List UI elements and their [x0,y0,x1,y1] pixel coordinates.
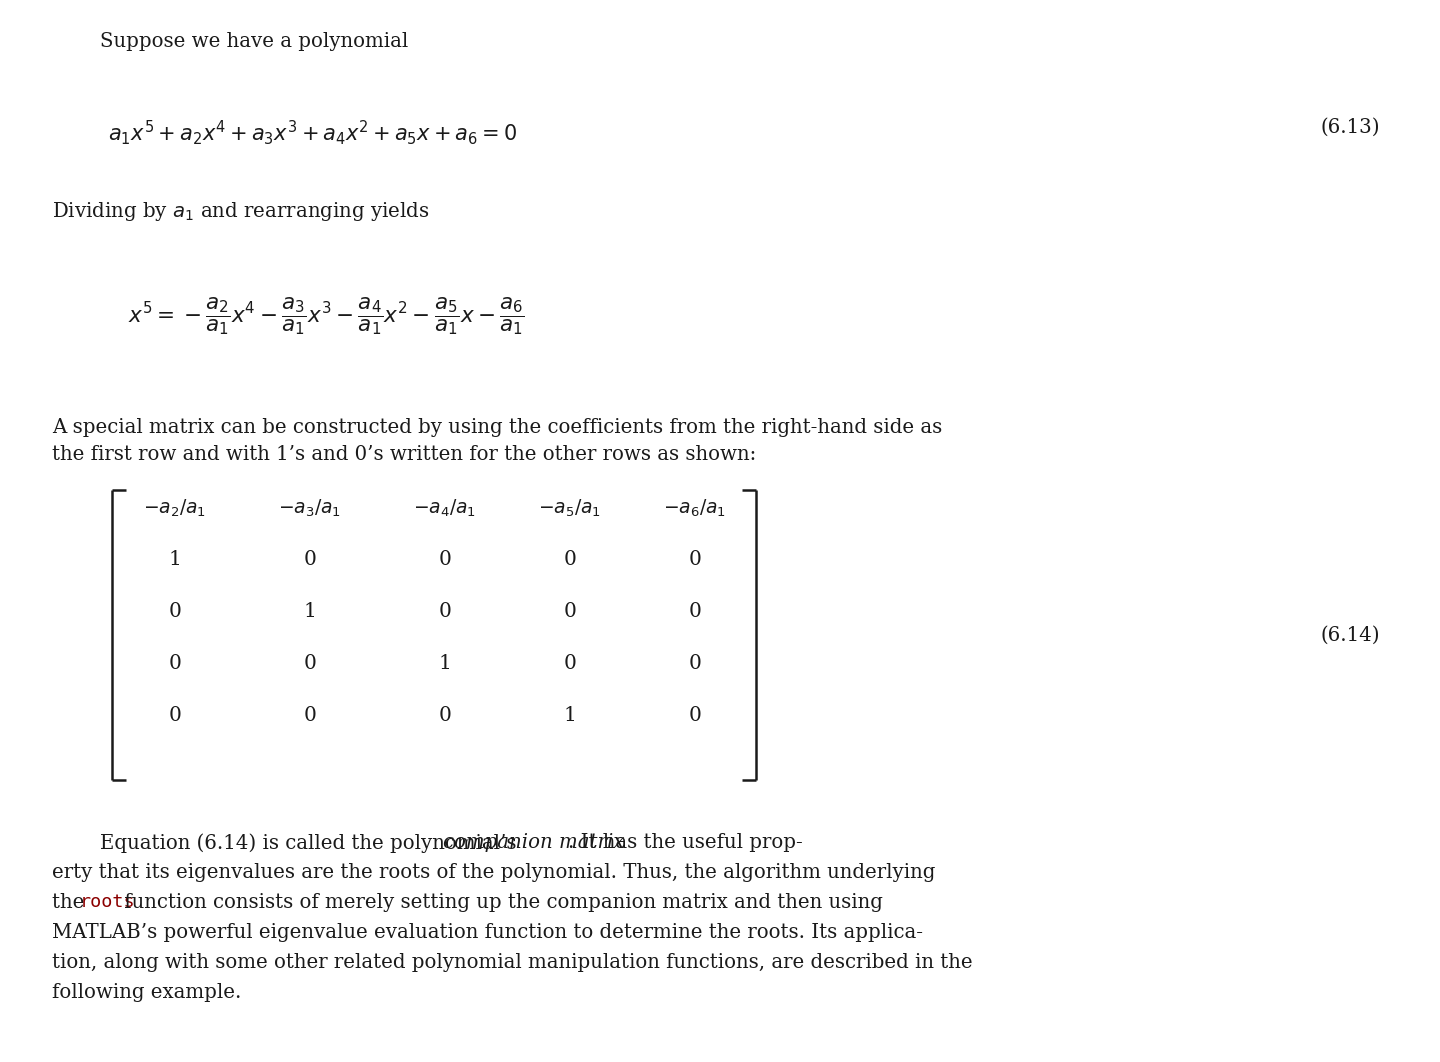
Text: $-a_2/a_1$: $-a_2/a_1$ [144,498,206,519]
Text: 0: 0 [439,550,451,569]
Text: $x^5 = -\dfrac{a_2}{a_1}x^4 - \dfrac{a_3}{a_1}x^3 - \dfrac{a_4}{a_1}x^2 - \dfrac: $x^5 = -\dfrac{a_2}{a_1}x^4 - \dfrac{a_3… [128,295,524,337]
Text: 0: 0 [688,654,701,673]
Text: 0: 0 [688,550,701,569]
Text: 0: 0 [439,706,451,725]
Text: $-a_5/a_1$: $-a_5/a_1$ [539,498,602,519]
Text: $-a_6/a_1$: $-a_6/a_1$ [664,498,727,519]
Text: roots: roots [81,893,135,911]
Text: 1: 1 [168,550,181,569]
Text: the first row and with 1’s and 0’s written for the other rows as shown:: the first row and with 1’s and 0’s writt… [52,445,756,464]
Text: 0: 0 [563,602,576,621]
Text: function consists of merely setting up the companion matrix and then using: function consists of merely setting up t… [118,893,883,912]
Text: A special matrix can be constructed by using the coefficients from the right-han: A special matrix can be constructed by u… [52,418,942,436]
Text: Suppose we have a polynomial: Suppose we have a polynomial [99,32,409,51]
Text: the: the [52,893,91,912]
Text: $-a_4/a_1$: $-a_4/a_1$ [413,498,477,519]
Text: 0: 0 [688,706,701,725]
Text: 0: 0 [304,550,317,569]
Text: following example.: following example. [52,983,242,1003]
Text: 0: 0 [168,654,181,673]
Text: (6.13): (6.13) [1320,118,1380,137]
Text: 1: 1 [304,602,317,621]
Text: $-a_3/a_1$: $-a_3/a_1$ [278,498,341,519]
Text: 0: 0 [304,654,317,673]
Text: (6.14): (6.14) [1320,626,1380,645]
Text: 0: 0 [563,550,576,569]
Text: erty that its eigenvalues are the roots of the polynomial. Thus, the algorithm u: erty that its eigenvalues are the roots … [52,863,936,883]
Text: 0: 0 [168,602,181,621]
Text: 0: 0 [688,602,701,621]
Text: companion matrix: companion matrix [444,833,625,852]
Text: 0: 0 [304,706,317,725]
Text: 0: 0 [439,602,451,621]
Text: $a_1x^5 + a_2x^4 + a_3x^3 + a_4x^2 + a_5x + a_6 = 0$: $a_1x^5 + a_2x^4 + a_3x^3 + a_4x^2 + a_5… [108,118,517,147]
Text: . It has the useful prop-: . It has the useful prop- [567,833,802,852]
Text: Equation (6.14) is called the polynomial’s: Equation (6.14) is called the polynomial… [99,833,523,853]
Text: tion, along with some other related polynomial manipulation functions, are descr: tion, along with some other related poly… [52,953,972,972]
Text: Dividing by $a_1$ and rearranging yields: Dividing by $a_1$ and rearranging yields [52,200,429,223]
Text: 0: 0 [168,706,181,725]
Text: MATLAB’s powerful eigenvalue evaluation function to determine the roots. Its app: MATLAB’s powerful eigenvalue evaluation … [52,923,923,942]
Text: 1: 1 [563,706,576,725]
Text: 1: 1 [439,654,451,673]
Text: 0: 0 [563,654,576,673]
